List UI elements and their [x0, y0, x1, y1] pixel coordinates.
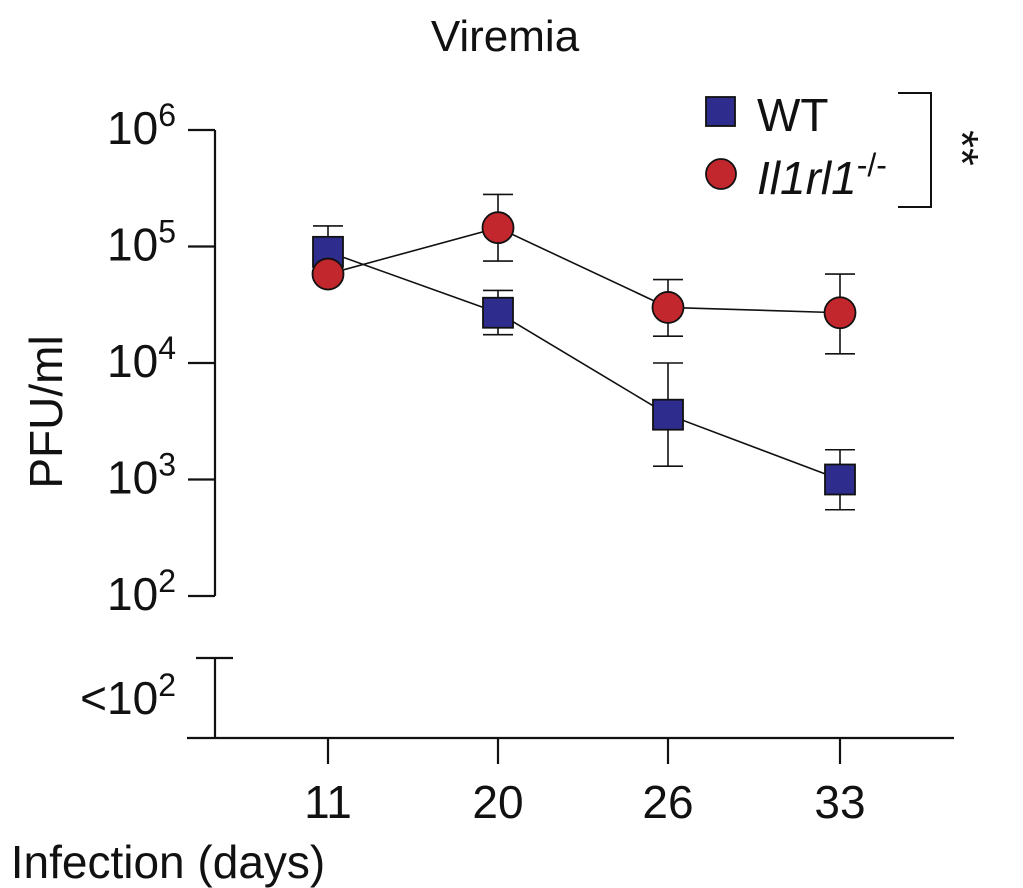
y-tick-label: 102	[107, 563, 176, 620]
series-line	[327, 226, 841, 314]
y-tick-base: 10	[107, 335, 158, 387]
data-series	[311, 193, 857, 511]
legend: WT Il1rl1-/- **	[705, 89, 988, 208]
data-point-il1rl1	[651, 291, 685, 324]
y-tick-base: 10	[107, 102, 158, 154]
legend-label-wt: WT	[757, 89, 829, 141]
x-tick-label: 20	[472, 776, 523, 828]
significance-bracket	[898, 92, 932, 208]
data-point-il1rl1	[823, 296, 857, 330]
y-tick-label: 103	[107, 447, 176, 504]
x-ticks: 11 20 26 33	[304, 738, 866, 828]
significance-label: **	[936, 130, 988, 166]
data-point-il1rl1	[311, 257, 345, 291]
y-tick-exp: 5	[158, 214, 176, 250]
y-axis-label: PFU/ml	[20, 335, 72, 488]
y-tick-label: 105	[107, 214, 176, 271]
series-il1rl1	[327, 193, 855, 355]
legend-marker-il1rl1	[705, 158, 737, 190]
x-tick-label: 11	[304, 776, 352, 828]
y-tick-base: 10	[107, 568, 158, 620]
y-tick-exp: 6	[158, 97, 176, 133]
x-axis-label: Infection (days)	[11, 836, 325, 888]
below-detection-label: <102	[80, 667, 176, 724]
y-tick-base: 10	[107, 219, 158, 271]
y-tick-exp: 2	[158, 563, 176, 599]
chart-title: Viremia	[431, 12, 580, 61]
x-tick-label: 33	[814, 776, 865, 828]
data-point-wt	[824, 463, 856, 496]
data-point-wt	[652, 398, 684, 431]
legend-marker-wt	[705, 96, 736, 127]
y-tick-label: 106	[107, 97, 176, 154]
y-tick-exp: 3	[158, 447, 176, 483]
data-point-il1rl1	[481, 211, 515, 245]
y-tick-base: 10	[107, 452, 158, 504]
y-tick-label: 104	[107, 330, 176, 387]
data-point-wt	[482, 296, 514, 329]
y-tick-exp: 4	[158, 330, 176, 366]
legend-label-il1rl1: Il1rl1-/-	[757, 147, 887, 204]
series-line	[327, 251, 841, 481]
x-tick-label: 26	[642, 776, 693, 828]
